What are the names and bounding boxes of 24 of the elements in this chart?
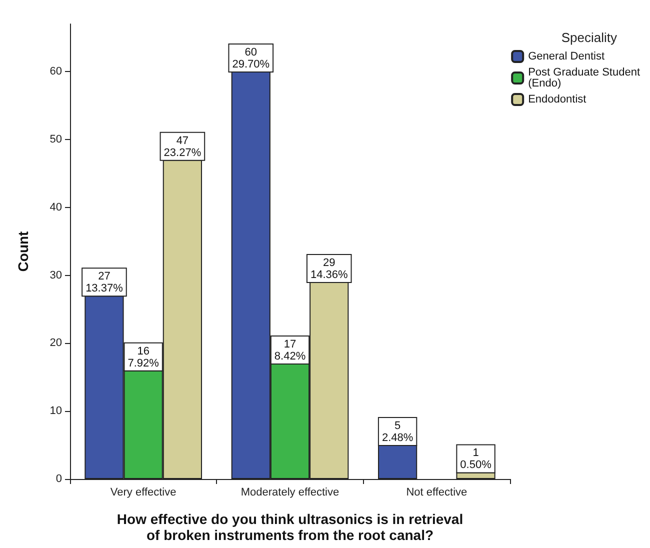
- y-tick-label: 0: [56, 473, 62, 485]
- data-label: 29 14.36%: [310, 257, 348, 282]
- data-label: 5 2.48%: [382, 420, 414, 444]
- legend-label: Endodontist: [528, 94, 586, 106]
- legend-label: Post Graduate Student (Endo): [528, 66, 640, 90]
- y-tick-label: 50: [50, 133, 62, 146]
- data-label: 47 23.27%: [164, 134, 202, 159]
- y-tick-label: 10: [50, 405, 62, 418]
- legend-title: Speciality: [561, 30, 618, 45]
- y-axis-title: Count: [15, 230, 31, 272]
- data-label: 17 8.42%: [274, 338, 306, 363]
- legend-label: General Dentist: [528, 50, 605, 62]
- data-label: 16 7.92%: [128, 345, 160, 370]
- x-axis-title: How effective do you think ultrasonics is in retrieval of broken instruments from the root canal?: [116, 511, 464, 543]
- y-tick-label: 40: [50, 201, 62, 214]
- data-label: 60 29.70%: [232, 46, 270, 71]
- x-tick-label: Moderately effective: [240, 486, 340, 498]
- data-label: 27 13.37%: [86, 270, 124, 295]
- y-tick-label: 60: [50, 66, 62, 78]
- x-tick-label: Very effective: [110, 486, 176, 498]
- x-tick-label: Not effective: [406, 486, 468, 498]
- data-label: 1 0.50%: [460, 447, 492, 472]
- y-tick-label: 30: [50, 269, 62, 282]
- y-tick-label: 20: [50, 337, 62, 350]
